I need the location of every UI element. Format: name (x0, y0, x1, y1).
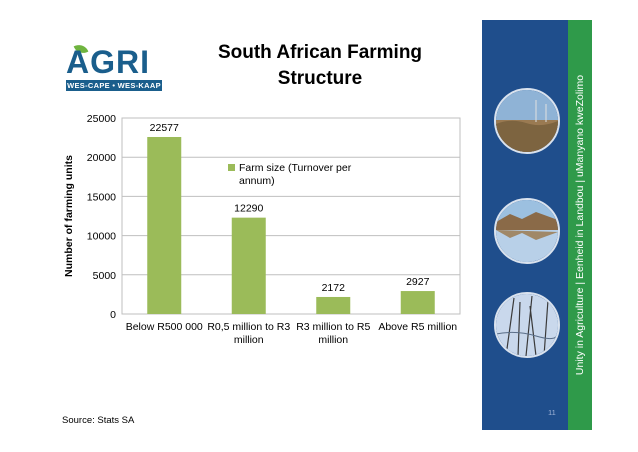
y-tick-label: 0 (110, 309, 116, 321)
agri-logo: AGRI WES-CAPE • WES-KAAP (66, 42, 162, 96)
legend-swatch (228, 164, 235, 171)
y-tick-label: 15000 (87, 191, 116, 203)
landscape-photo (494, 88, 560, 154)
x-tick-label: million (318, 334, 348, 346)
page-number: 11 (548, 408, 556, 417)
lake-reflection-photo (494, 198, 560, 264)
side-panel-green (568, 20, 592, 430)
tagline-text: Unity in Agriculture | Eenheid in Landbo… (574, 74, 586, 376)
logo-band: WES-CAPE • WES-KAAP (66, 80, 162, 91)
bar (231, 217, 266, 314)
x-tick-label: R3 million to R5 (296, 321, 370, 333)
bar (400, 291, 435, 314)
logo-wordmark: AGRI (66, 44, 150, 80)
x-tick-label: R0,5 million to R3 (207, 321, 290, 333)
source-note: Source: Stats SA (62, 415, 135, 426)
y-tick-label: 20000 (87, 152, 116, 164)
y-tick-label: 5000 (93, 270, 117, 282)
title-line-2: Structure (277, 68, 363, 89)
bar-chart: 0 5000 10000 15000 20000 25000 Number of farmi… (63, 113, 461, 346)
data-label: 22577 (150, 122, 179, 134)
slide-title: South African Farming Structure (200, 40, 440, 92)
x-tick-label: Below R500 000 (126, 321, 203, 333)
y-tick-label: 10000 (87, 231, 116, 243)
reeds-water-photo (494, 292, 560, 358)
data-label: 2927 (406, 276, 430, 288)
y-axis-label: Number of farming units (63, 155, 75, 277)
side-panel: Unity in Agriculture | Eenheid in Landbo… (482, 20, 592, 430)
tagline-strip: Unity in Agriculture | Eenheid in Landbo… (568, 20, 592, 430)
y-tick-label: 25000 (87, 113, 116, 125)
data-label: 2172 (322, 282, 346, 294)
legend-label: annum) (239, 175, 275, 187)
legend-label: Farm size (Turnover per (239, 162, 352, 174)
x-tick-label: million (234, 334, 264, 346)
title-line-1: South African Farming (217, 42, 423, 63)
bar (316, 296, 351, 314)
bar (147, 136, 182, 314)
x-tick-label: Above R5 million (378, 321, 457, 333)
data-label: 12290 (234, 203, 263, 215)
